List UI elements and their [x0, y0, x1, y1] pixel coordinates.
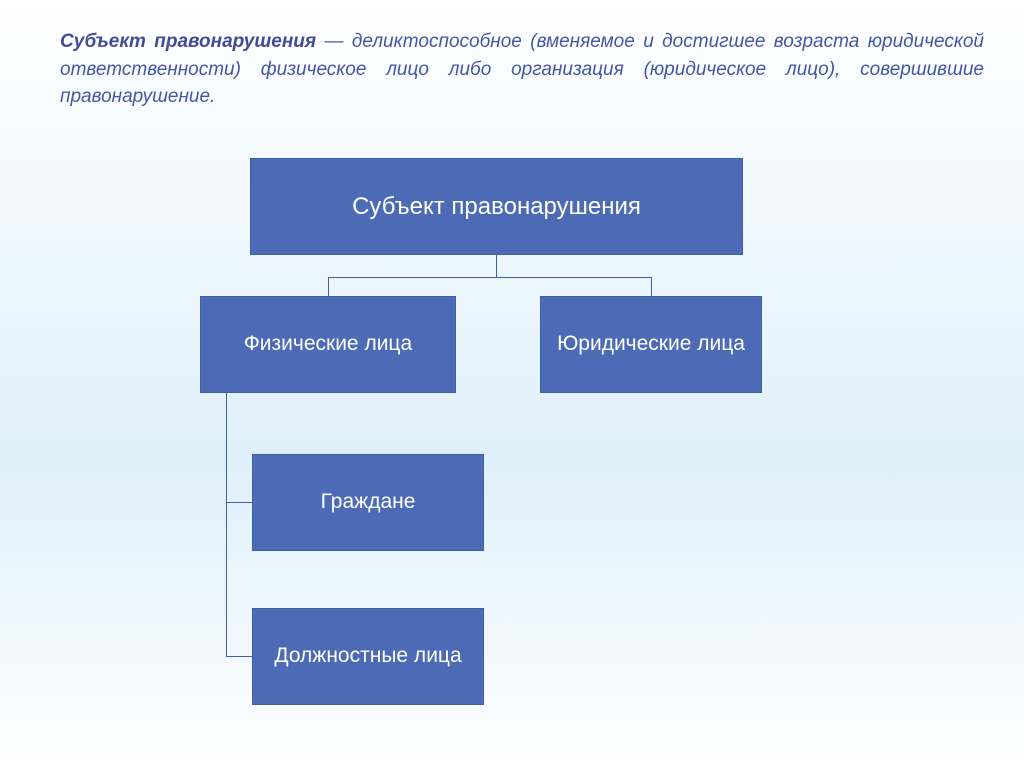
node-label-root: Субъект правонарушения	[352, 192, 641, 222]
node-officials: Должностные лица	[252, 608, 484, 705]
connector-to_citizens	[226, 502, 252, 503]
node-label-jur: Юридические лица	[557, 331, 745, 357]
node-phys: Физические лица	[200, 296, 456, 393]
connector-phys_spine	[226, 393, 227, 657]
node-citizens: Граждане	[252, 454, 484, 551]
connector-to_officials	[226, 656, 252, 657]
node-label-phys: Физические лица	[244, 331, 412, 357]
node-jur: Юридические лица	[540, 296, 762, 393]
hierarchy-diagram: Субъект правонарушения Физические лица Юри…	[0, 0, 1024, 767]
connector-horiz_main	[328, 277, 652, 278]
node-label-officials: Должностные лица	[274, 643, 461, 669]
connector-to_jur	[651, 277, 652, 296]
node-label-citizens: Граждане	[321, 489, 416, 515]
node-root: Субъект правонарушения	[250, 158, 743, 255]
connector-to_phys	[328, 277, 329, 296]
connector-root_drop	[496, 255, 497, 277]
